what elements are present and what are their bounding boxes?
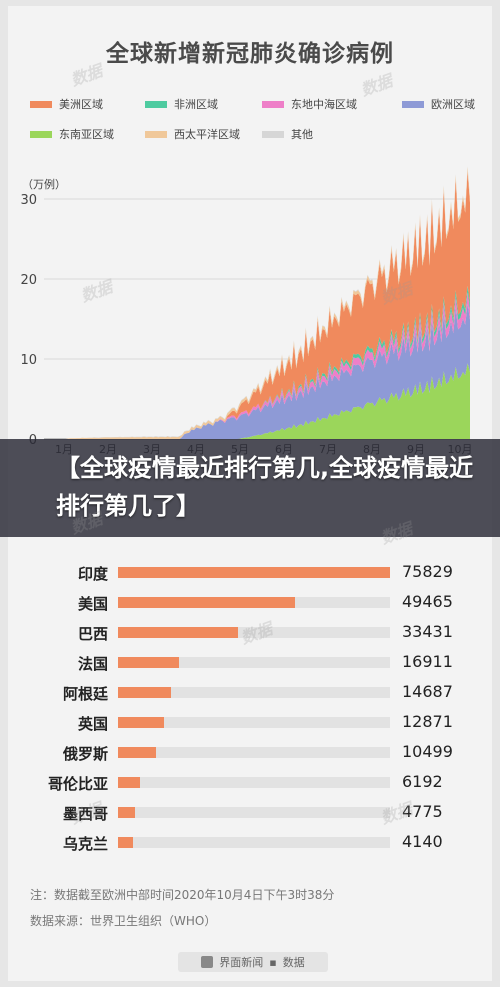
bar-category-label: 巴西 xyxy=(77,625,108,643)
legend-label: 欧洲区域 xyxy=(431,98,475,111)
note-text: 注：数据截至欧洲中部时间2020年10月4日下午3时38分 xyxy=(30,888,335,902)
bar-row: 墨西哥 4775 xyxy=(0,797,500,827)
bar-row: 哥伦比亚 6192 xyxy=(0,767,500,797)
bar-mark xyxy=(118,687,171,698)
legend-swatch xyxy=(145,100,167,108)
bar-track xyxy=(118,717,390,728)
overlay-banner: 【全球疫情最近排行第几,全球疫情最近排行第几了】 xyxy=(0,439,500,537)
legend-swatch xyxy=(402,100,424,108)
bar-row: 美国 49465 xyxy=(0,587,500,617)
bar-row: 法国 16911 xyxy=(0,647,500,677)
chart-legend: 美洲区域 非洲区域 东地中海区域 欧洲区域 东南亚区域 西太平洋区域 其他 xyxy=(30,96,475,142)
footer-separator: ▪ xyxy=(269,955,277,969)
bar-mark xyxy=(118,627,238,638)
bar-mark xyxy=(118,807,136,818)
legend-label: 美洲区域 xyxy=(59,98,103,111)
legend-label: 东南亚区域 xyxy=(59,128,114,141)
footer-brand: 界面新闻 xyxy=(219,956,264,969)
bar-mark xyxy=(118,567,390,578)
bar-category-label: 英国 xyxy=(77,715,108,733)
y-tick-label: 20 xyxy=(20,273,37,288)
legend-swatch xyxy=(30,100,52,108)
bar-value-label: 33431 xyxy=(402,622,453,641)
legend-label: 其他 xyxy=(291,128,313,141)
legend-item-south-east-asia: 东南亚区域 xyxy=(30,126,145,142)
bar-category-label: 法国 xyxy=(77,655,108,673)
bar-row: 乌克兰 4140 xyxy=(0,827,500,857)
bar-row: 巴西 33431 xyxy=(0,617,500,647)
legend-item-africa: 非洲区域 xyxy=(145,96,262,112)
bar-track xyxy=(118,807,390,818)
legend-item-eastern-mediterranean: 东地中海区域 xyxy=(262,96,402,112)
area-series-欧洲区域 xyxy=(44,303,470,439)
bar-mark xyxy=(118,747,156,758)
bar-value-label: 4775 xyxy=(402,802,443,821)
bar-track xyxy=(118,687,390,698)
bar-track xyxy=(118,777,390,788)
area-series-美洲区域 xyxy=(44,171,470,439)
area-series-东南亚区域 xyxy=(44,363,470,439)
bar-category-label: 俄罗斯 xyxy=(62,745,108,763)
bar-category-label: 哥伦比亚 xyxy=(47,775,108,793)
bar-row: 英国 12871 xyxy=(0,707,500,737)
bar-value-label: 14687 xyxy=(402,682,453,701)
bar-track xyxy=(118,567,390,578)
bar-row: 阿根廷 14687 xyxy=(0,677,500,707)
bar-track xyxy=(118,747,390,758)
brand-logo-icon xyxy=(201,956,214,968)
bar-row: 俄罗斯 10499 xyxy=(0,737,500,767)
legend-label: 西太平洋区域 xyxy=(174,128,240,141)
bar-mark xyxy=(118,717,165,728)
legend-item-europe: 欧洲区域 xyxy=(402,96,492,112)
bar-value-label: 10499 xyxy=(402,742,453,761)
legend-item-western-pacific: 西太平洋区域 xyxy=(145,126,262,142)
legend-item-americas: 美洲区域 xyxy=(30,96,145,112)
bar-category-label: 乌克兰 xyxy=(62,835,108,853)
footer-brand-bar: 界面新闻 ▪ 数据 xyxy=(178,952,328,972)
bar-value-label: 75829 xyxy=(402,562,453,581)
bar-category-label: 印度 xyxy=(77,565,108,583)
legend-label: 东地中海区域 xyxy=(291,98,357,111)
bar-track xyxy=(118,627,390,638)
y-axis-unit-label: （万例） xyxy=(22,178,66,191)
bar-category-label: 美国 xyxy=(77,595,108,613)
bar-track xyxy=(118,657,390,668)
bar-value-label: 4140 xyxy=(402,832,443,851)
legend-label: 非洲区域 xyxy=(174,98,218,111)
chart-title: 全球新增新冠肺炎确诊病例 xyxy=(106,41,394,67)
legend-swatch xyxy=(262,100,284,108)
bar-category-label: 墨西哥 xyxy=(62,805,108,823)
y-tick-label: 10 xyxy=(20,353,37,368)
bar-value-label: 16911 xyxy=(402,652,453,671)
legend-swatch xyxy=(262,130,284,138)
legend-item-other: 其他 xyxy=(262,126,402,142)
bar-value-label: 6192 xyxy=(402,772,443,791)
y-tick-label: 30 xyxy=(20,193,37,208)
bar-mark xyxy=(118,657,179,668)
bar-mark xyxy=(118,777,141,788)
bar-mark xyxy=(118,597,296,608)
footer-partner: 数据 xyxy=(282,956,305,969)
bar-mark xyxy=(118,837,133,848)
source-text: 数据来源：世界卫生组织（WHO） xyxy=(30,914,217,928)
bar-row: 印度 75829 xyxy=(0,557,500,587)
legend-swatch xyxy=(145,130,167,138)
bar-track xyxy=(118,837,390,848)
bar-track xyxy=(118,597,390,608)
bar-category-label: 阿根廷 xyxy=(62,685,108,703)
bar-value-label: 49465 xyxy=(402,592,453,611)
bar-value-label: 12871 xyxy=(402,712,453,731)
legend-swatch xyxy=(30,130,52,138)
